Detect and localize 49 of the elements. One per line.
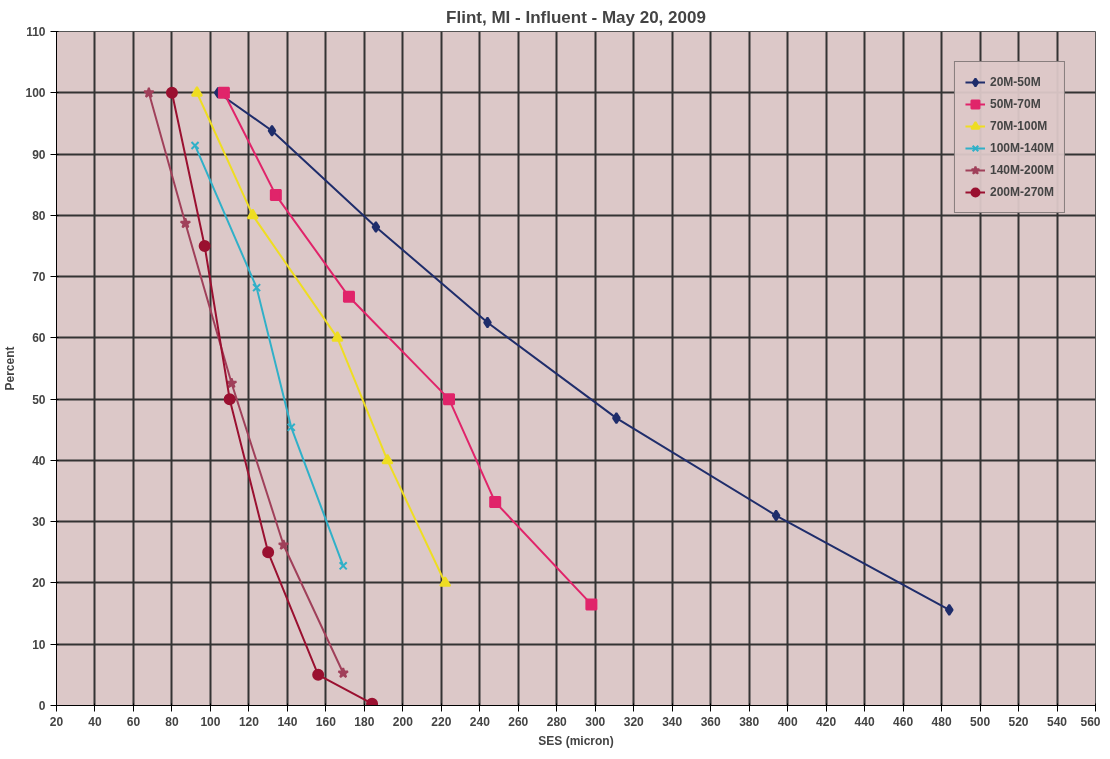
x-tick-label: 500 [970,714,991,729]
y-tick-label: 90 [32,147,46,162]
x-tick-label: 80 [165,714,179,729]
legend-label: 50M-70M [989,97,1041,111]
x-tick-label: 480 [931,714,952,729]
y-tick-label: 100 [25,86,46,101]
y-tick-label: 80 [32,208,46,223]
x-tick-label: 420 [816,714,837,729]
legend-label: 140M-200M [989,163,1054,177]
x-tick-label: 220 [431,714,452,729]
y-axis-title: Percent [3,346,18,391]
x-tick-label: 300 [585,714,606,729]
y-tick-label: 70 [32,270,46,285]
x-tick-label: 180 [354,714,375,729]
x-tick-label: 240 [469,714,491,729]
y-tick-label: 20 [32,576,46,591]
y-tick-label: 30 [32,515,46,530]
legend-label: 20M-50M [989,75,1041,89]
y-tick-label: 40 [32,453,46,468]
x-tick-label: 280 [546,714,568,729]
x-tick-label: 360 [700,714,722,729]
legend-label: 200M-270M [989,185,1054,199]
x-tick-label: 340 [662,714,683,729]
x-tick-label: 140 [277,714,298,729]
x-tick-label: 380 [739,714,760,729]
x-tick-label: 320 [623,714,645,729]
chart-title: Flint, MI - Influent - May 20, 2009 [446,7,706,27]
x-tick-label: 540 [1047,714,1068,729]
legend-label: 70M-100M [989,119,1048,133]
x-axis-title: SES (micron) [538,733,614,748]
y-tick-label: 10 [32,637,46,652]
x-tick-label: 100 [200,714,221,729]
x-tick-label: 400 [777,714,798,729]
x-tick-label: 20 [49,714,64,729]
x-tick-label: 40 [88,714,102,729]
x-tick-label: 560 [1080,714,1101,729]
x-tick-label: 440 [854,714,875,729]
y-tick-label: 50 [32,392,46,407]
x-tick-label: 520 [1008,714,1029,729]
legend-label: 100M-140M [989,141,1054,155]
y-tick-label: 0 [38,699,46,713]
x-tick-label: 260 [508,714,529,729]
y-tick-label: 110 [26,25,46,39]
x-tick-label: 200 [392,714,414,729]
x-tick-label: 460 [893,714,914,729]
x-tick-label: 160 [315,714,337,729]
x-tick-label: 60 [126,714,141,729]
y-tick-label: 60 [32,331,46,346]
x-tick-label: 120 [238,714,260,729]
